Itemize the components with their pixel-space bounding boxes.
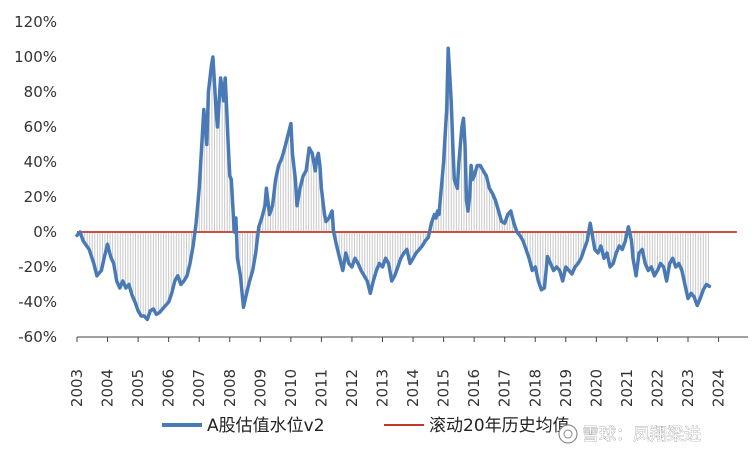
y-tick-label: -20%	[18, 258, 57, 276]
x-axis	[76, 336, 748, 342]
x-tick-label: 2006	[160, 369, 178, 407]
x-tick-label: 2019	[557, 369, 575, 407]
x-tick-label: 2020	[587, 369, 605, 407]
series-lines	[75, 46, 737, 322]
x-tick-label: 2015	[435, 369, 453, 407]
x-tick-label: 2013	[374, 369, 392, 407]
x-tick-label: 2010	[282, 369, 300, 407]
y-tick-label: 60%	[24, 118, 57, 136]
y-tick-label: 100%	[14, 48, 57, 66]
legend-label-rolling-mean: 滚动20年历史均值	[429, 416, 570, 436]
x-axis-labels: 2003 2004 2005 2006 2007 2008 2009 2010 2011 2012…	[68, 369, 728, 407]
x-tick-label: 2018	[526, 369, 544, 407]
y-tick-label: 40%	[24, 153, 57, 171]
y-tick-label: -60%	[18, 328, 57, 346]
x-tick-label: 2004	[99, 369, 117, 407]
y-tick-label: 20%	[24, 188, 57, 206]
y-axis: -60% -40% -20% 0% 20% 40% 60% 80% 100% 120%	[14, 13, 57, 346]
x-tick-label: 2008	[221, 369, 239, 407]
x-tick-label: 2024	[710, 369, 728, 407]
x-tick-label: 2003	[68, 369, 86, 407]
legend: A股估值水位v2 滚动20年历史均值	[162, 416, 570, 436]
x-tick-label: 2022	[648, 369, 666, 407]
x-tick-label: 2017	[496, 369, 514, 407]
y-tick-label: -40%	[18, 293, 57, 311]
y-tick-label: 120%	[14, 13, 57, 31]
x-tick-label: 2021	[618, 369, 636, 407]
watermark-text: 雪球：凤翔梁进	[582, 425, 701, 445]
y-tick-label: 80%	[24, 83, 57, 101]
series-line-valuation	[75, 46, 712, 322]
x-tick-label: 2012	[343, 369, 361, 407]
x-tick-label: 2009	[251, 369, 269, 407]
x-tick-label: 2007	[190, 369, 208, 407]
x-tick-label: 2014	[404, 369, 422, 407]
x-tick-label: 2005	[129, 369, 147, 407]
x-tick-label: 2023	[679, 369, 697, 407]
snowball-logo-icon	[558, 424, 578, 444]
watermark: 雪球：凤翔梁进	[558, 424, 701, 445]
x-tick-label: 2016	[465, 369, 483, 407]
y-tick-label: 0%	[33, 223, 57, 241]
legend-label-valuation: A股估值水位v2	[207, 416, 325, 436]
x-tick-label: 2011	[312, 369, 330, 407]
